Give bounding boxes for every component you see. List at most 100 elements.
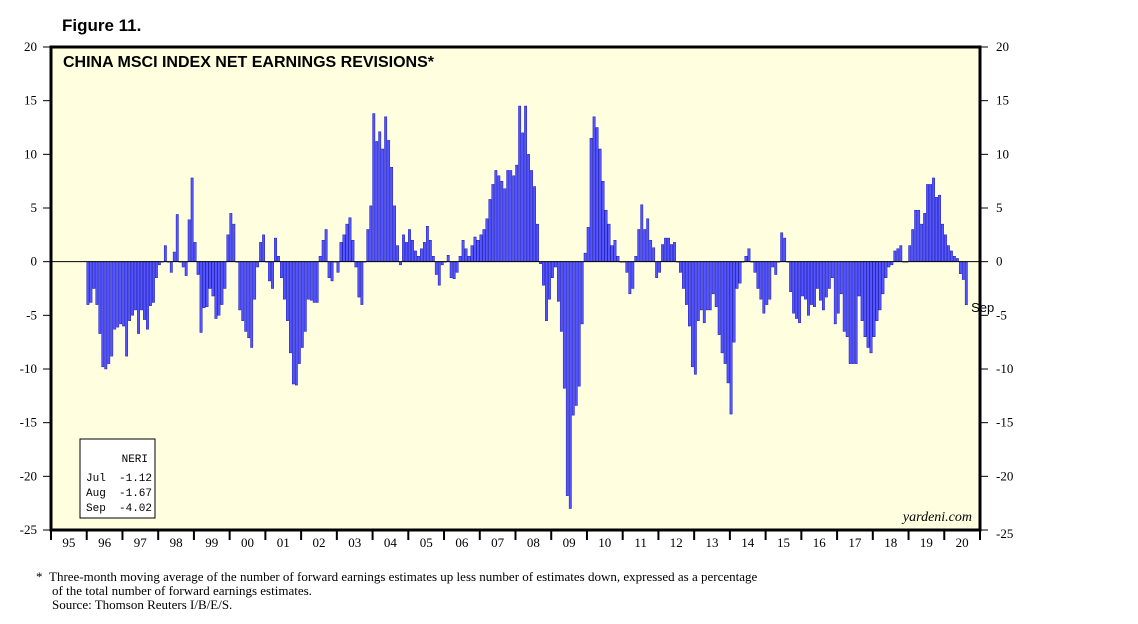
bar (425, 226, 429, 262)
x-tick-label: 16 (813, 535, 827, 550)
bar (527, 154, 530, 262)
bar (327, 261, 331, 278)
y-tick-label-right: 20 (996, 39, 1009, 54)
y-tick-label-left: 10 (24, 146, 37, 161)
y-tick-label-right: 10 (996, 146, 1009, 161)
x-tick-label: 05 (420, 535, 433, 550)
bar (92, 261, 96, 289)
bar (155, 261, 158, 278)
x-tick-label: 14 (741, 535, 755, 550)
bar (559, 261, 563, 332)
bar (685, 261, 688, 305)
bar (816, 261, 819, 289)
watermark: yardeni.com (901, 510, 972, 525)
bar (518, 105, 522, 262)
bar (860, 261, 864, 321)
bar (152, 261, 155, 303)
y-tick-label-right: -5 (996, 307, 1007, 322)
bar (708, 261, 712, 311)
bar (423, 242, 426, 262)
bar (595, 127, 599, 262)
bar (586, 227, 590, 262)
bar (229, 213, 233, 262)
x-axis: 95 96 97 98 99 00 01 02 03 04 05 06 07 08 09 10 11 12 13 14… (50, 530, 981, 550)
bar (717, 261, 721, 335)
bar (616, 256, 620, 262)
bar (283, 261, 286, 300)
bar (274, 237, 277, 262)
bar (271, 261, 274, 289)
y-tick-label-left: -5 (26, 307, 37, 322)
x-tick-label: 18 (884, 535, 897, 550)
bar (381, 148, 385, 262)
bar (914, 209, 918, 262)
legend-row-sep: Sep -4.02 (86, 503, 152, 515)
bar (208, 261, 212, 289)
bar (554, 261, 557, 268)
bar (935, 197, 938, 262)
x-tick-label: 98 (170, 535, 183, 550)
bar (202, 261, 206, 309)
bar (122, 261, 126, 327)
bar (899, 245, 903, 262)
bar (184, 261, 188, 276)
bar (702, 261, 706, 324)
bar (98, 261, 102, 334)
x-tick-label: 15 (777, 535, 790, 550)
bar (565, 261, 569, 496)
x-tick-label: 97 (134, 535, 148, 550)
bar (574, 261, 578, 406)
bar (589, 138, 593, 262)
bar (345, 223, 349, 262)
chart-title: CHINA MSCI INDEX NET EARNINGS REVISIONS* (63, 54, 435, 71)
bar (699, 261, 703, 311)
bar (241, 261, 245, 321)
bar (747, 248, 751, 262)
bar (420, 248, 423, 262)
bar (958, 261, 962, 274)
bar (881, 261, 885, 295)
bar (238, 261, 242, 311)
x-tick-label: 17 (848, 535, 862, 550)
bar (476, 239, 480, 262)
bar (577, 261, 581, 387)
bar (542, 261, 545, 286)
bar (134, 261, 137, 311)
bar (756, 261, 760, 289)
bar (366, 229, 370, 262)
bar (107, 261, 111, 364)
bar (128, 261, 131, 321)
bar (720, 261, 724, 354)
bar (354, 261, 358, 268)
bar (384, 116, 388, 262)
bar (223, 261, 227, 289)
y-tick-label-left: -25 (20, 522, 37, 537)
bar (568, 261, 572, 509)
bar (417, 256, 420, 262)
bar (455, 261, 459, 273)
bar (819, 261, 822, 301)
bar (929, 184, 932, 262)
bar (393, 205, 397, 262)
last-point-label: Sep (971, 300, 994, 315)
bar (556, 261, 560, 302)
bar (771, 261, 775, 268)
bar (277, 256, 280, 262)
bar (348, 217, 352, 262)
bar (199, 261, 203, 333)
bar (732, 261, 736, 343)
y-tick-label-left: -15 (20, 415, 37, 430)
bar (628, 261, 632, 295)
x-tick-label: 09 (563, 535, 576, 550)
bar (923, 213, 927, 262)
bar (89, 261, 93, 303)
bar (851, 261, 855, 364)
legend-row-jul: Jul -1.12 (86, 473, 152, 485)
bar (670, 244, 673, 262)
y-tick-label-left: -10 (20, 361, 37, 376)
bar (759, 261, 763, 300)
bar (193, 242, 197, 262)
bar (515, 164, 519, 262)
bar (798, 261, 801, 324)
bar (205, 261, 209, 307)
